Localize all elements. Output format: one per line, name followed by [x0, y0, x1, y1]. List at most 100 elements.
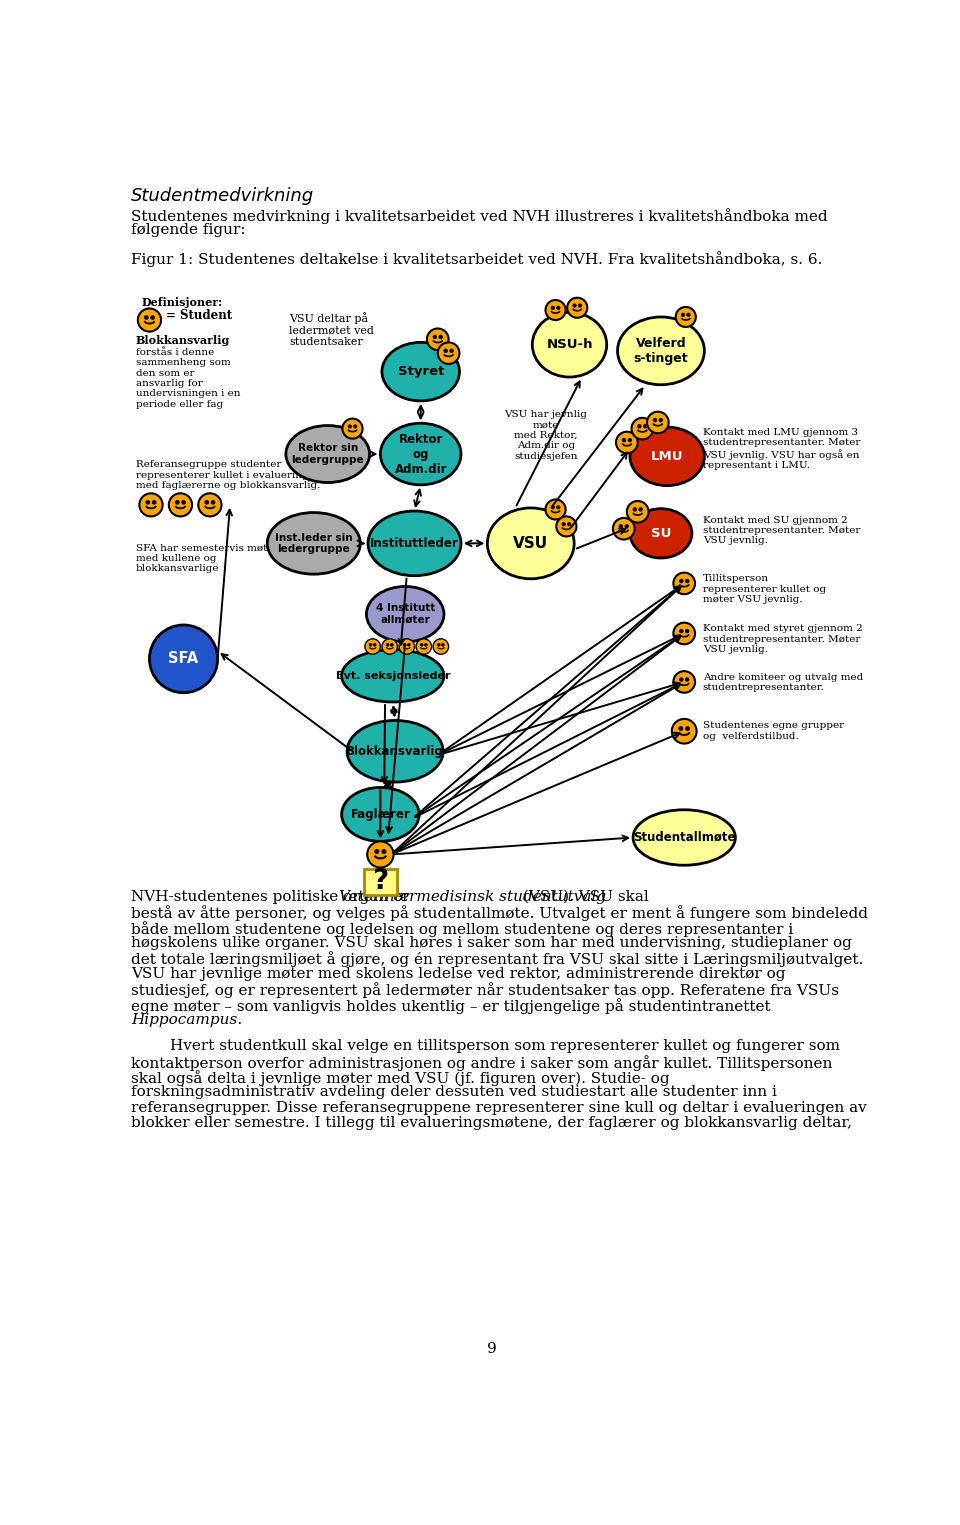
Text: blokker eller semestre. I tillegg til evalueringsmøtene, der faglærer og blokkan: blokker eller semestre. I tillegg til ev…	[131, 1116, 852, 1130]
Circle shape	[368, 842, 394, 868]
Circle shape	[391, 644, 393, 647]
Circle shape	[348, 425, 351, 429]
Text: Studentenes egne grupper
og  velferdstilbud.: Studentenes egne grupper og velferdstilb…	[703, 721, 844, 741]
Ellipse shape	[342, 787, 420, 842]
Text: Veterinærmedisinsk studentutvalg: Veterinærmedisinsk studentutvalg	[339, 891, 606, 904]
Circle shape	[622, 439, 625, 442]
Circle shape	[632, 418, 653, 439]
Text: SFA har semestervis møte
med kullene og
blokkansvarlige: SFA har semestervis møte med kullene og …	[135, 543, 273, 573]
Circle shape	[628, 439, 632, 442]
Text: Andre komiteer og utvalg med
studentrepresentanter.: Andre komiteer og utvalg med studentrepr…	[703, 673, 863, 692]
Circle shape	[639, 508, 642, 511]
Circle shape	[557, 517, 576, 537]
Ellipse shape	[380, 424, 461, 485]
Circle shape	[545, 500, 565, 520]
Circle shape	[365, 639, 380, 654]
Circle shape	[145, 316, 148, 319]
Text: Figur 1: Studentenes deltakelse i kvalitetsarbeidet ved NVH. Fra kvalitetshåndbo: Figur 1: Studentenes deltakelse i kvalit…	[131, 250, 822, 267]
Circle shape	[616, 432, 637, 453]
Text: NSU-h: NSU-h	[546, 339, 592, 351]
Circle shape	[625, 525, 628, 528]
Circle shape	[687, 313, 690, 316]
Circle shape	[420, 644, 422, 647]
Ellipse shape	[532, 313, 607, 377]
Circle shape	[685, 679, 688, 682]
Text: = Student: = Student	[166, 310, 232, 322]
Circle shape	[685, 630, 688, 633]
Text: både mellom studentene og ledelsen og mellom studentene og deres representanter : både mellom studentene og ledelsen og me…	[131, 921, 793, 936]
Circle shape	[676, 307, 696, 326]
Circle shape	[444, 349, 447, 352]
Circle shape	[442, 644, 444, 647]
Text: bestå av åtte personer, og velges på studentallmøte. Utvalget er ment å fungere : bestå av åtte personer, og velges på stu…	[131, 906, 868, 921]
Text: kontaktperson overfor administrasjonen og andre i saker som angår kullet. Tillit: kontaktperson overfor administrasjonen o…	[131, 1055, 832, 1071]
Circle shape	[403, 644, 406, 647]
Text: Kontakt med LMU gjennom 3
studentrepresentanter. Møter
VSU jevnlig. VSU har også: Kontakt med LMU gjennom 3 studentreprese…	[703, 429, 860, 470]
Text: høgskolens ulike organer. VSU skal høres i saker som har med undervisning, studi: høgskolens ulike organer. VSU skal høres…	[131, 936, 852, 950]
Ellipse shape	[150, 625, 218, 692]
Text: skal også delta i jevnlige møter med VSU (jf. figuren over). Studie- og: skal også delta i jevnlige møter med VSU…	[131, 1071, 669, 1086]
Text: Velferd
s-tinget: Velferd s-tinget	[634, 337, 688, 364]
Ellipse shape	[633, 810, 735, 865]
Circle shape	[382, 639, 397, 654]
Circle shape	[169, 493, 192, 517]
Circle shape	[382, 849, 386, 854]
Circle shape	[433, 639, 448, 654]
Circle shape	[176, 500, 179, 503]
Circle shape	[551, 506, 554, 509]
Text: Inst.leder sin
ledergruppe: Inst.leder sin ledergruppe	[275, 532, 352, 554]
Circle shape	[205, 500, 208, 503]
Circle shape	[387, 644, 389, 647]
Circle shape	[679, 727, 683, 730]
Text: Hvert studentkull skal velge en tillitsperson som representerer kullet og funger: Hvert studentkull skal velge en tillitsp…	[131, 1039, 840, 1054]
Circle shape	[637, 425, 641, 429]
Text: NVH-studentenes politiske organ er: NVH-studentenes politiske organ er	[131, 891, 414, 904]
Text: Styret: Styret	[397, 364, 444, 378]
Text: Studentallmøte: Studentallmøte	[633, 831, 735, 843]
Text: egne møter – som vanligvis holdes ukentlig – er tilgjengelige på studentintranet: egne møter – som vanligvis holdes ukentl…	[131, 997, 771, 1014]
Text: Instituttleder: Instituttleder	[371, 537, 459, 551]
Text: forstås i denne
sammenheng som
den som er
ansvarlig for
undervisningen i en
peri: forstås i denne sammenheng som den som e…	[135, 348, 240, 409]
Text: VSU deltar på
ledermøtet ved
studentsaker: VSU deltar på ledermøtet ved studentsake…	[289, 313, 373, 348]
Circle shape	[557, 307, 560, 310]
Circle shape	[685, 580, 688, 583]
Circle shape	[619, 525, 622, 528]
Circle shape	[343, 419, 363, 439]
Ellipse shape	[348, 720, 444, 782]
Circle shape	[579, 303, 582, 307]
Circle shape	[438, 343, 460, 364]
Circle shape	[567, 523, 570, 526]
Text: Evt. seksjonsleder: Evt. seksjonsleder	[336, 671, 450, 680]
Circle shape	[182, 500, 185, 503]
Circle shape	[399, 639, 415, 654]
Ellipse shape	[286, 425, 370, 482]
Text: (VSU). VSU skal: (VSU). VSU skal	[518, 891, 649, 904]
Ellipse shape	[630, 509, 692, 558]
Text: Kontakt med SU gjennom 2
studentrepresentanter. Møter
VSU jevnlig.: Kontakt med SU gjennom 2 studentrepresen…	[703, 515, 860, 546]
Text: LMU: LMU	[651, 450, 684, 464]
Circle shape	[416, 639, 432, 654]
Circle shape	[682, 313, 684, 316]
Circle shape	[567, 297, 588, 317]
Text: 9: 9	[487, 1342, 497, 1356]
Circle shape	[551, 307, 554, 310]
Ellipse shape	[630, 427, 705, 485]
Circle shape	[627, 502, 649, 523]
Circle shape	[634, 508, 636, 511]
Text: Studentenes medvirkning i kvalitetsarbeidet ved NVH illustreres i kvalitetshåndb: Studentenes medvirkning i kvalitetsarbei…	[131, 207, 828, 224]
Text: Studentmedvirkning: Studentmedvirkning	[131, 188, 314, 204]
Circle shape	[680, 580, 683, 583]
Text: Tillitsperson
representerer kullet og
møter VSU jevnlig.: Tillitsperson representerer kullet og mø…	[703, 573, 826, 604]
Circle shape	[557, 506, 560, 509]
Ellipse shape	[617, 317, 705, 384]
Ellipse shape	[342, 650, 444, 702]
Circle shape	[654, 418, 657, 421]
Text: Definisjoner:: Definisjoner:	[142, 297, 223, 308]
Text: Kontakt med styret gjennom 2
studentrepresentanter. Møter
VSU jevnlig.: Kontakt med styret gjennom 2 studentrepr…	[703, 624, 862, 654]
Text: Hippocampus.: Hippocampus.	[131, 1013, 242, 1026]
Circle shape	[151, 316, 155, 319]
Circle shape	[427, 328, 448, 351]
Ellipse shape	[488, 508, 574, 580]
Text: Blokkansvarlig: Blokkansvarlig	[347, 744, 444, 758]
Circle shape	[433, 336, 437, 339]
